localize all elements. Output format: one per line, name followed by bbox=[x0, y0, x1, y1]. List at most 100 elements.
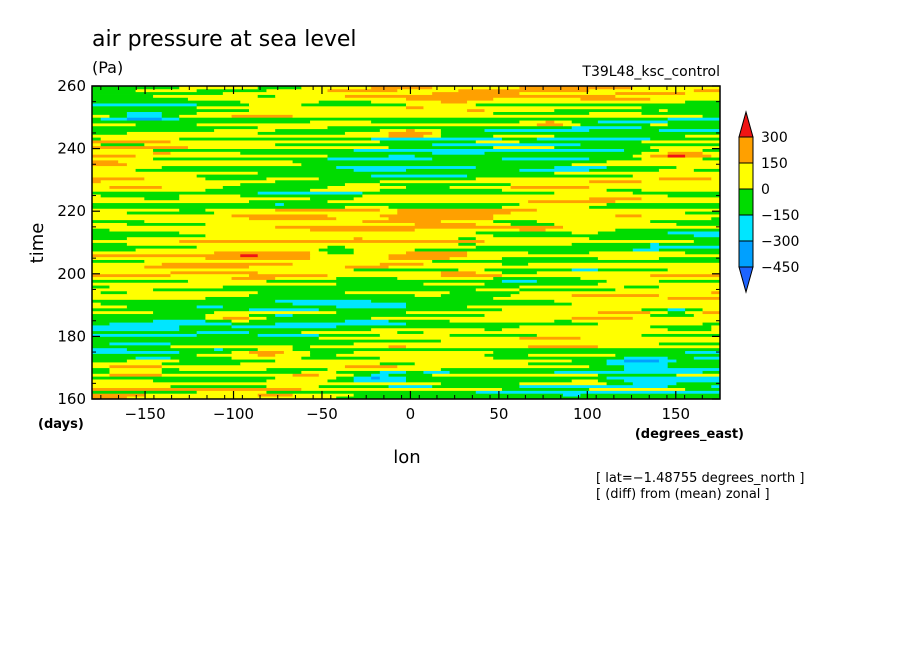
field-cell bbox=[327, 367, 442, 371]
field-cell bbox=[658, 242, 721, 246]
field-cell bbox=[126, 111, 163, 115]
field-cell bbox=[161, 364, 346, 369]
field-cell bbox=[685, 154, 712, 158]
field-cell bbox=[641, 140, 721, 144]
field-cell bbox=[92, 256, 206, 260]
field-cell bbox=[371, 100, 442, 104]
field-cell bbox=[685, 134, 721, 138]
field-cell bbox=[658, 168, 695, 172]
field-cell bbox=[658, 177, 712, 181]
field-cell bbox=[693, 239, 721, 243]
field-cell bbox=[597, 344, 721, 349]
field-cell bbox=[624, 367, 721, 371]
field-cell bbox=[344, 319, 390, 323]
field-cell bbox=[292, 373, 320, 377]
field-cell bbox=[310, 196, 355, 201]
field-cell bbox=[432, 142, 581, 147]
field-cell bbox=[179, 350, 233, 354]
field-cell bbox=[161, 262, 294, 266]
field-cell bbox=[650, 154, 669, 158]
field-cell bbox=[170, 151, 241, 155]
field-cell bbox=[126, 222, 206, 226]
field-cell bbox=[528, 353, 616, 357]
colorbar-label: 150 bbox=[761, 156, 788, 172]
field-cell bbox=[658, 248, 721, 252]
field-cell bbox=[388, 344, 407, 349]
field-cell bbox=[292, 262, 381, 266]
field-cell bbox=[554, 171, 721, 175]
field-cell bbox=[257, 393, 294, 397]
field-cell bbox=[240, 151, 433, 155]
field-cell bbox=[667, 268, 721, 272]
field-cell bbox=[92, 265, 145, 269]
field-cell bbox=[536, 279, 608, 283]
field-cell bbox=[144, 259, 433, 263]
field-cell bbox=[353, 376, 372, 380]
field-cell bbox=[658, 279, 721, 283]
field-cell bbox=[501, 262, 529, 266]
field-cell bbox=[388, 154, 416, 158]
field-cell bbox=[92, 120, 311, 124]
field-cell bbox=[667, 120, 721, 124]
field-cell bbox=[205, 296, 494, 300]
field-cell bbox=[554, 134, 686, 138]
field-cell bbox=[493, 356, 625, 360]
field-cell bbox=[641, 196, 721, 201]
field-cell bbox=[475, 288, 520, 292]
field-cell bbox=[475, 231, 573, 235]
plot-frame bbox=[91, 85, 721, 400]
field-cell bbox=[196, 105, 407, 110]
field-cell bbox=[615, 214, 642, 218]
field-cell bbox=[170, 344, 294, 349]
field-cell bbox=[702, 322, 721, 326]
field-cell bbox=[571, 242, 651, 246]
field-cell bbox=[275, 179, 381, 184]
field-cell bbox=[362, 194, 669, 198]
field-cell bbox=[222, 91, 433, 95]
field-cell bbox=[92, 350, 180, 354]
field-cell bbox=[249, 319, 346, 323]
field-cell bbox=[554, 145, 651, 149]
field-cell bbox=[475, 222, 512, 226]
field-cell bbox=[344, 182, 381, 186]
field-cell bbox=[702, 114, 721, 118]
field-cell bbox=[615, 199, 721, 204]
field-cell bbox=[406, 97, 494, 101]
field-cell bbox=[519, 285, 625, 289]
field-cell bbox=[92, 333, 198, 337]
field-cell bbox=[92, 216, 250, 221]
field-cell bbox=[231, 114, 294, 118]
field-cell bbox=[336, 396, 721, 400]
field-cell bbox=[353, 350, 494, 354]
field-cell bbox=[685, 310, 704, 315]
field-cell bbox=[92, 353, 198, 357]
field-cell bbox=[388, 319, 451, 323]
field-cell bbox=[92, 384, 171, 389]
field-cell bbox=[92, 111, 128, 115]
field-cell bbox=[484, 108, 555, 113]
field-cell bbox=[292, 344, 311, 349]
colorbar-swatch bbox=[738, 162, 754, 190]
field-cell bbox=[371, 316, 573, 320]
y-units-label: (days) bbox=[38, 417, 84, 432]
field-cell bbox=[650, 137, 721, 141]
field-cell bbox=[240, 182, 346, 186]
field-cell bbox=[100, 137, 180, 141]
field-cell bbox=[597, 322, 704, 326]
field-cell bbox=[135, 122, 198, 127]
field-cell bbox=[589, 236, 721, 241]
field-cell bbox=[275, 299, 372, 303]
field-cell bbox=[449, 370, 555, 374]
field-cell bbox=[685, 387, 721, 391]
x-tick-label: −150 bbox=[124, 405, 165, 423]
field-cell bbox=[658, 108, 669, 113]
field-cell bbox=[283, 202, 520, 206]
field-cell bbox=[702, 310, 721, 315]
field-cell bbox=[275, 353, 311, 357]
field-cell bbox=[580, 276, 721, 280]
field-cell bbox=[109, 114, 128, 118]
field-cell bbox=[301, 387, 503, 391]
field-cell bbox=[92, 205, 346, 209]
field-cell bbox=[379, 333, 451, 337]
field-cell bbox=[92, 393, 145, 397]
